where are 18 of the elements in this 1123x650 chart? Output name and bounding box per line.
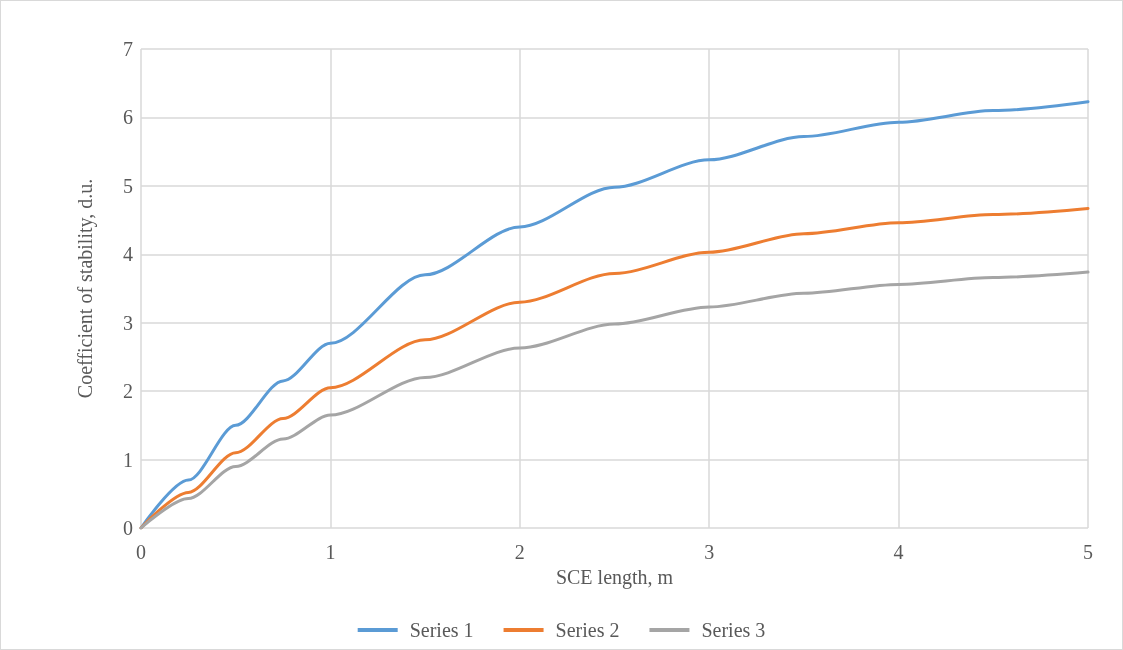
x-tick-label: 4 [893,541,904,563]
y-tick-label: 7 [123,38,133,60]
y-tick-label: 3 [123,311,133,334]
x-tick-label: 3 [704,541,715,563]
x-tick-label: 2 [514,541,525,563]
legend-label: Series 1 [409,619,474,641]
legend-label: Series 3 [701,619,766,641]
x-tick-label: 5 [1083,541,1093,563]
y-tick-label: 6 [123,106,133,129]
y-tick-label: 1 [123,448,133,471]
y-tick-label: 0 [123,517,133,539]
y-tick-label: 5 [123,174,133,197]
y-tick-label: 4 [123,243,133,266]
y-axis-title: Coefficient of stability, d.u. [74,178,97,399]
x-tick-label: 1 [325,541,336,563]
y-tick-label: 2 [123,380,133,403]
x-axis-title: SCE length, m [555,565,674,589]
legend-label: Series 2 [555,619,620,641]
